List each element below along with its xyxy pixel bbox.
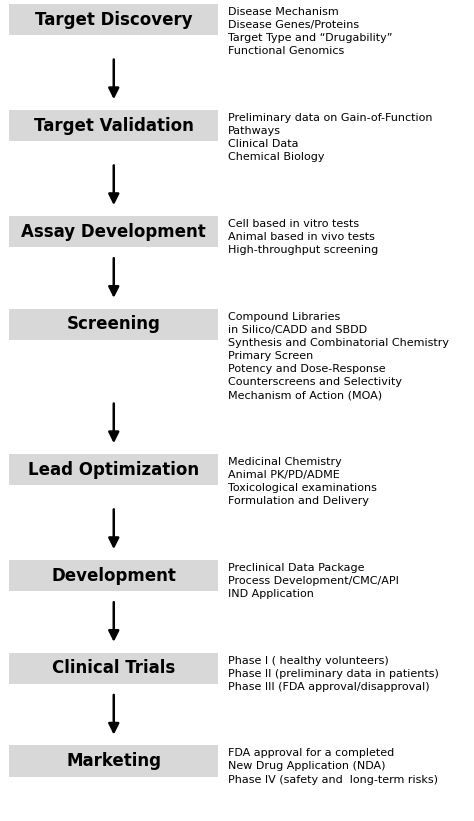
Text: Functional Genomics: Functional Genomics [228,47,344,57]
Text: Phase I ( healthy volunteers): Phase I ( healthy volunteers) [228,656,388,666]
Text: Phase IV (safety and  long-term risks): Phase IV (safety and long-term risks) [228,775,438,785]
FancyBboxPatch shape [9,110,218,141]
Text: Synthesis and Combinatorial Chemistry: Synthesis and Combinatorial Chemistry [228,338,448,348]
FancyBboxPatch shape [9,653,218,684]
Text: Target Validation: Target Validation [34,117,194,135]
Text: Target Type and “Drugability”: Target Type and “Drugability” [228,34,392,44]
Text: Development: Development [51,566,176,585]
Text: Lead Optimization: Lead Optimization [28,461,200,479]
Text: Animal based in vivo tests: Animal based in vivo tests [228,232,374,242]
Text: Animal PK/PD/ADME: Animal PK/PD/ADME [228,470,339,480]
FancyBboxPatch shape [9,454,218,485]
Text: Preliminary data on Gain-of-Function: Preliminary data on Gain-of-Function [228,113,432,123]
FancyBboxPatch shape [9,745,218,777]
Text: FDA approval for a completed: FDA approval for a completed [228,749,394,759]
Text: IND Application: IND Application [228,589,313,599]
Text: Clinical Data: Clinical Data [228,140,298,149]
Text: Toxicological examinations: Toxicological examinations [228,484,376,493]
Text: Process Development/CMC/API: Process Development/CMC/API [228,576,398,586]
Text: Cell based in vitro tests: Cell based in vitro tests [228,219,359,229]
Text: Target Discovery: Target Discovery [35,11,192,29]
Text: New Drug Application (NDA): New Drug Application (NDA) [228,762,385,772]
Text: Pathways: Pathways [228,126,281,136]
Text: in Silico/CADD and SBDD: in Silico/CADD and SBDD [228,325,367,335]
Text: Disease Mechanism: Disease Mechanism [228,7,338,17]
Text: Counterscreens and Selectivity: Counterscreens and Selectivity [228,378,401,388]
Text: Formulation and Delivery: Formulation and Delivery [228,497,368,507]
Text: Disease Genes/Proteins: Disease Genes/Proteins [228,21,359,30]
Text: Chemical Biology: Chemical Biology [228,153,324,163]
Text: Primary Screen: Primary Screen [228,351,313,361]
Text: Screening: Screening [67,315,161,333]
Text: Marketing: Marketing [66,752,161,770]
FancyBboxPatch shape [9,4,218,35]
Text: Assay Development: Assay Development [21,222,206,241]
Text: Potency and Dose-Response: Potency and Dose-Response [228,365,385,374]
Text: Medicinal Chemistry: Medicinal Chemistry [228,457,341,467]
Text: Preclinical Data Package: Preclinical Data Package [228,563,364,573]
FancyBboxPatch shape [9,309,218,340]
Text: Clinical Trials: Clinical Trials [52,659,175,677]
Text: Mechanism of Action (MOA): Mechanism of Action (MOA) [228,391,382,401]
Text: Phase III (FDA approval/disapproval): Phase III (FDA approval/disapproval) [228,682,429,692]
Text: Compound Libraries: Compound Libraries [228,312,340,322]
Text: High-throughput screening: High-throughput screening [228,245,378,255]
FancyBboxPatch shape [9,216,218,247]
FancyBboxPatch shape [9,560,218,591]
Text: Phase II (preliminary data in patients): Phase II (preliminary data in patients) [228,669,438,679]
